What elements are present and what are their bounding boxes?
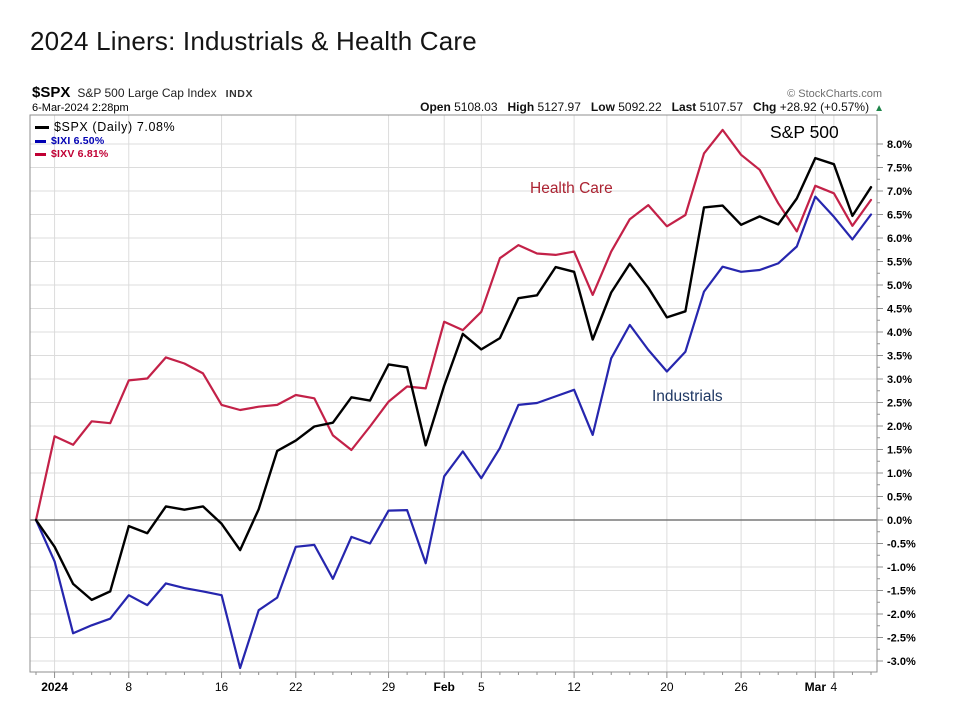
quote-row: 6-Mar-2024 2:28pm Open 5108.03 High 5127.… — [32, 100, 884, 114]
quote-low: Low 5092.22 — [590, 100, 662, 114]
chart-header: $SPX S&P 500 Large Cap Index INDX © Stoc… — [32, 84, 882, 101]
x-axis-label: 2024 — [41, 680, 68, 694]
y-axis-label: 1.0% — [887, 468, 912, 480]
legend-item: $IXV 6.81% — [35, 148, 175, 160]
y-axis-label: 5.5% — [887, 257, 912, 269]
y-axis-label: 3.5% — [887, 351, 912, 363]
legend-line-swatch — [35, 125, 49, 129]
legend-item: $IXI 6.50% — [35, 135, 175, 147]
y-axis-label: 7.5% — [887, 163, 912, 175]
y-axis-label: -0.5% — [887, 539, 916, 551]
page-title: 2024 Liners: Industrials & Health Care — [30, 26, 477, 56]
quote-summary: Open 5108.03 High 5127.97 Low 5092.22 Last … — [410, 100, 869, 114]
annotation-health-care: Health Care — [530, 180, 613, 197]
quote-open: Open 5108.03 — [420, 100, 498, 114]
ticker-name: S&P 500 Large Cap Index — [77, 86, 217, 100]
x-axis-label: 4 — [831, 680, 838, 694]
y-axis-label: 7.0% — [887, 186, 912, 198]
quote-chg: Chg +28.92 (+0.57%) — [753, 100, 870, 114]
up-arrow-icon: ▲ — [874, 103, 884, 114]
legend-label: $IXI 6.50% — [51, 135, 105, 147]
y-axis-label: 2.0% — [887, 421, 912, 433]
x-axis-label: Feb — [434, 680, 455, 694]
y-axis-label: 4.0% — [887, 327, 912, 339]
legend-item: $SPX (Daily) 7.08% — [35, 120, 175, 134]
y-axis-label: 2.5% — [887, 398, 912, 410]
x-axis-label: 26 — [734, 680, 748, 694]
copyright: © StockCharts.com — [787, 88, 882, 100]
industrials-line — [34, 195, 873, 670]
y-axis-label: 8.0% — [887, 139, 912, 151]
y-axis-label: 0.0% — [887, 515, 912, 527]
x-axis-label: Mar — [805, 680, 827, 694]
legend-label: $SPX (Daily) 7.08% — [54, 120, 176, 134]
x-axis-label: 8 — [125, 680, 132, 694]
y-axis-label: 1.5% — [887, 445, 912, 457]
quote-datetime: 6-Mar-2024 2:28pm — [32, 102, 129, 114]
annotation-sp500: S&P 500 — [770, 122, 839, 142]
x-axis-label: 12 — [567, 680, 581, 694]
x-axis-label: 29 — [382, 680, 396, 694]
y-axis-label: 6.5% — [887, 210, 912, 222]
y-axis-label: 4.5% — [887, 304, 912, 316]
x-axis-label: 5 — [478, 680, 485, 694]
y-axis-label: 6.0% — [887, 233, 912, 245]
chart-legend: $SPX (Daily) 7.08% $IXI 6.50% $IXV 6.81% — [35, 120, 175, 161]
legend-line-swatch — [35, 139, 46, 143]
quote-last: Last 5107.57 — [671, 100, 744, 114]
x-axis-label: 22 — [289, 680, 303, 694]
x-axis-label: 20 — [660, 680, 674, 694]
price-chart-svg: -3.0% -2.5% -2.0% -1.5% -1.0% -0.5% 0.0% 0.5% 1.… — [29, 114, 916, 694]
quote-high: High 5127.97 — [507, 100, 581, 114]
y-axis-label: 5.0% — [887, 280, 912, 292]
annotation-industrials: Industrials — [652, 388, 723, 405]
exchange-label: INDX — [225, 88, 254, 100]
x-axis-label: 16 — [215, 680, 229, 694]
y-axis-label: -1.5% — [887, 586, 916, 598]
y-axis-label: -2.5% — [887, 633, 916, 645]
health-care-line — [34, 128, 873, 522]
y-axis-label: 3.0% — [887, 374, 912, 386]
legend-label: $IXV 6.81% — [51, 148, 109, 160]
y-axis-label: 0.5% — [887, 492, 912, 504]
legend-line-swatch — [35, 152, 46, 156]
spx-line — [34, 156, 873, 602]
ticker-symbol: $SPX — [32, 84, 71, 101]
y-axis-label: -2.0% — [887, 609, 916, 621]
stockcharts-panel: $SPX S&P 500 Large Cap Index INDX © Stoc… — [28, 84, 940, 714]
y-axis-label: -3.0% — [887, 656, 916, 668]
y-axis-label: -1.0% — [887, 562, 916, 574]
